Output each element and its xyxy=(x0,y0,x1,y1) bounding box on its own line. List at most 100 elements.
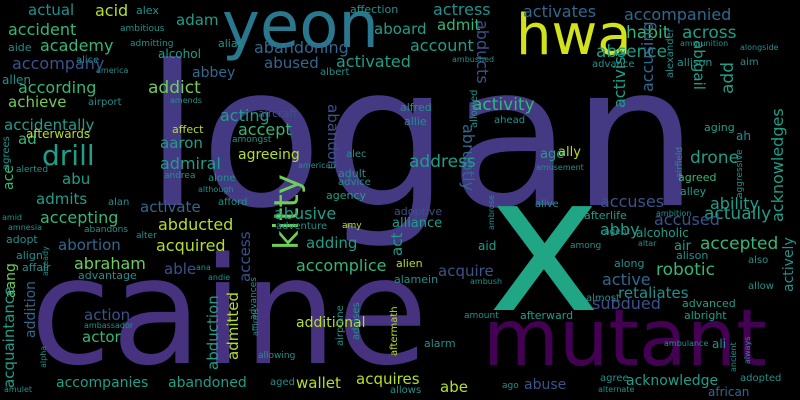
word-adam: adam xyxy=(176,11,219,29)
word-abusive: abusive xyxy=(274,204,337,223)
word-actress: actress xyxy=(433,0,491,19)
word-academy: academy xyxy=(40,36,114,55)
word-activate: activate xyxy=(140,198,201,216)
word-alias: alias xyxy=(218,37,244,50)
word-advanced: advanced xyxy=(682,297,736,310)
word-acquaintance: acquaintance xyxy=(0,286,18,388)
word-ambushed: ambushed xyxy=(452,55,495,64)
word-activity: activity xyxy=(472,95,535,115)
word-andrea: andrea xyxy=(164,171,196,181)
word-adventure: adventure xyxy=(276,221,328,232)
word-amulet: amulet xyxy=(4,385,33,394)
word-affect: affect xyxy=(172,123,204,136)
word-andie: andie xyxy=(208,273,231,282)
word-x: x xyxy=(488,134,601,355)
word-agreed: agreed xyxy=(678,171,717,184)
word-mutant: mutant xyxy=(483,294,767,384)
word-acquired: acquired xyxy=(156,236,226,255)
word-aircraft: aircraft xyxy=(258,107,298,120)
word-ana: ana xyxy=(196,263,211,272)
word-advance: advance xyxy=(592,59,635,70)
word-admiral: admiral xyxy=(160,154,221,173)
word-advises: advises xyxy=(351,302,362,340)
word-alongside: alongside xyxy=(740,43,779,52)
word-allie: allie xyxy=(404,115,427,128)
word-activated: activated xyxy=(336,52,411,71)
word-accepting: accepting xyxy=(40,208,119,227)
word-caine: caine xyxy=(30,226,429,398)
word-acknowledge: acknowledge xyxy=(626,373,719,389)
word-amy: amy xyxy=(342,221,362,231)
word-ammunition: ammunition xyxy=(680,39,729,48)
word-along: along xyxy=(614,257,645,270)
word-agrees: agrees xyxy=(1,136,12,170)
word-altar: altar xyxy=(638,239,657,248)
word-aim: aim xyxy=(740,57,759,68)
word-amusement: amusement xyxy=(536,163,584,172)
word-ad: ad xyxy=(18,130,37,148)
word-abe: abe xyxy=(440,378,468,396)
word-agree: agree xyxy=(600,373,629,384)
word-address: address xyxy=(409,152,476,172)
word-abraham: abraham xyxy=(74,254,146,273)
word-alien: alien xyxy=(396,257,423,270)
word-amid: amid xyxy=(2,213,22,222)
word-absence: absence xyxy=(596,42,668,62)
word-agency: agency xyxy=(326,189,367,202)
word-affair: affair xyxy=(22,261,51,274)
word-amnesia: amnesia xyxy=(8,223,42,232)
word-allowed: allowed xyxy=(469,89,480,128)
word-abandoned: abandoned xyxy=(168,375,247,391)
word-afford: afford xyxy=(218,197,248,208)
word-allen: allen xyxy=(2,73,32,87)
word-ahead: ahead xyxy=(494,115,526,126)
word-acid: acid xyxy=(95,1,129,20)
word-aaron: aaron xyxy=(160,134,203,152)
word-although: although xyxy=(198,185,234,194)
word-admit: admit xyxy=(437,16,481,34)
word-alan: alan xyxy=(108,197,130,208)
word-aboard: aboard xyxy=(374,20,427,38)
word-subdued: subdued xyxy=(592,294,661,313)
word-age: age xyxy=(540,147,565,162)
word-aftermath: aftermath xyxy=(389,306,400,356)
word-allow: allow xyxy=(748,281,774,292)
word-advantage: advantage xyxy=(78,269,137,282)
word-adding: adding xyxy=(306,234,358,252)
word-alec: alec xyxy=(346,149,367,160)
word-agent: agent xyxy=(604,227,630,237)
word-accepted: accepted xyxy=(700,234,779,254)
word-america: america xyxy=(96,66,129,75)
word-accidentally: accidentally xyxy=(4,116,95,134)
word-adult: adult xyxy=(338,167,367,180)
word-ancient: ancient xyxy=(729,342,738,372)
word-aide: aide xyxy=(8,41,32,54)
word-acquires: acquires xyxy=(356,370,420,388)
word-ally: ally xyxy=(558,145,581,160)
word-abortion: abortion xyxy=(58,236,121,254)
word-abigail: abigail xyxy=(690,40,708,90)
word-agreeing: agreeing xyxy=(238,147,300,163)
word-albert: albert xyxy=(320,67,350,78)
word-also: also xyxy=(748,255,769,266)
word-hwa: hwa xyxy=(516,3,632,68)
word-affection: affection xyxy=(350,3,399,16)
word-abandons: abandons xyxy=(84,225,129,235)
word-almost: almost xyxy=(586,293,620,304)
word-ambulance: ambulance xyxy=(664,339,709,348)
word-afterwards: afterwards xyxy=(26,127,91,141)
word-allowing: allowing xyxy=(258,351,296,361)
word-alerted: alerted xyxy=(16,165,49,175)
word-amongst: amongst xyxy=(232,135,272,145)
word-ah: ah xyxy=(736,129,751,143)
word-aging: aging xyxy=(704,121,735,134)
word-ability: ability xyxy=(710,194,760,213)
word-addict: addict xyxy=(148,78,201,98)
word-african: african xyxy=(708,385,750,399)
word-abby: abby xyxy=(600,220,640,239)
word-accident: accident xyxy=(8,20,77,39)
word-abduction: abduction xyxy=(204,295,222,370)
word-yeon: yeon xyxy=(222,0,379,63)
word-alone: alone xyxy=(208,173,236,184)
